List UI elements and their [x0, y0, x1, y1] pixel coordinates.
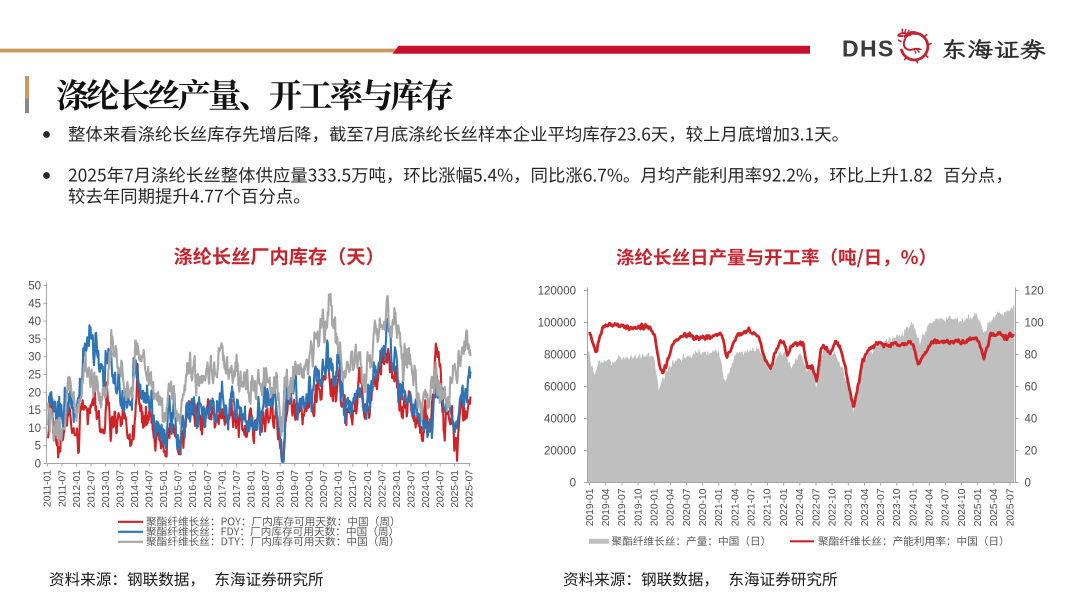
svg-text:2022-01: 2022-01 [363, 470, 374, 508]
svg-text:2012-07: 2012-07 [86, 470, 97, 508]
svg-text:2025-01: 2025-01 [450, 470, 461, 508]
svg-text:2018-07: 2018-07 [261, 470, 272, 508]
svg-text:2016-01: 2016-01 [188, 470, 199, 508]
svg-text:40000: 40000 [544, 414, 576, 426]
svg-text:2019-01: 2019-01 [276, 470, 287, 508]
svg-text:2019-07: 2019-07 [617, 488, 628, 526]
svg-text:2024-07: 2024-07 [436, 470, 447, 508]
svg-text:60: 60 [1025, 382, 1038, 394]
svg-text:2022-07: 2022-07 [811, 488, 822, 526]
svg-text:2012-01: 2012-01 [72, 470, 83, 508]
svg-text:2013-01: 2013-01 [101, 470, 112, 508]
svg-text:2021-04: 2021-04 [730, 488, 741, 526]
svg-text:2021-07: 2021-07 [348, 470, 359, 508]
svg-text:2017-07: 2017-07 [232, 470, 243, 508]
svg-text:2015-01: 2015-01 [159, 470, 170, 508]
svg-text:2023-10: 2023-10 [892, 488, 903, 526]
svg-text:40: 40 [28, 316, 41, 328]
svg-text:100000: 100000 [538, 318, 576, 330]
svg-text:2020-07: 2020-07 [319, 470, 330, 508]
svg-text:2017-01: 2017-01 [217, 470, 228, 508]
svg-text:2020-07: 2020-07 [682, 488, 693, 526]
svg-text:2024-04: 2024-04 [925, 488, 936, 526]
svg-text:2024-01: 2024-01 [908, 488, 919, 526]
svg-text:2014-07: 2014-07 [145, 470, 156, 508]
svg-text:2016-07: 2016-07 [203, 470, 214, 508]
svg-text:2025-07: 2025-07 [1005, 488, 1016, 526]
svg-text:120: 120 [1025, 286, 1044, 298]
svg-text:0: 0 [35, 459, 41, 471]
svg-text:2025-07: 2025-07 [465, 470, 476, 508]
svg-text:2020-01: 2020-01 [650, 488, 661, 526]
svg-text:0: 0 [570, 478, 576, 490]
svg-text:20000: 20000 [544, 446, 576, 458]
svg-text:2020-04: 2020-04 [666, 488, 677, 526]
svg-text:5: 5 [35, 441, 41, 453]
svg-text:2022-01: 2022-01 [779, 488, 790, 526]
svg-text:0: 0 [1025, 478, 1031, 490]
svg-text:2021-01: 2021-01 [334, 470, 345, 508]
svg-text:10: 10 [28, 423, 41, 435]
svg-text:35: 35 [28, 334, 41, 346]
svg-text:2024-07: 2024-07 [941, 488, 952, 526]
svg-text:80: 80 [1025, 350, 1038, 362]
svg-text:40: 40 [1025, 414, 1038, 426]
svg-text:2013-07: 2013-07 [116, 470, 127, 508]
svg-text:2011-01: 2011-01 [43, 470, 54, 507]
svg-text:2023-01: 2023-01 [392, 470, 403, 508]
svg-text:2021-07: 2021-07 [747, 488, 758, 526]
svg-text:120000: 120000 [538, 286, 576, 298]
svg-text:2025-01: 2025-01 [973, 488, 984, 526]
svg-text:2020-10: 2020-10 [698, 488, 709, 526]
svg-text:DHS: DHS [842, 36, 895, 62]
svg-text:45: 45 [28, 298, 41, 310]
svg-text:30: 30 [28, 352, 41, 364]
svg-text:2019-01: 2019-01 [585, 488, 596, 526]
svg-text:2019-04: 2019-04 [601, 488, 612, 526]
svg-text:2023-07: 2023-07 [876, 488, 887, 526]
svg-text:80000: 80000 [544, 350, 576, 362]
svg-text:2019-10: 2019-10 [633, 488, 644, 526]
svg-text:2021-01: 2021-01 [714, 488, 725, 526]
svg-text:2018-01: 2018-01 [246, 470, 257, 508]
svg-text:2025-04: 2025-04 [989, 488, 1000, 526]
svg-text:2021-10: 2021-10 [763, 488, 774, 526]
svg-text:20: 20 [28, 387, 41, 399]
svg-text:2024-01: 2024-01 [421, 470, 432, 508]
svg-text:25: 25 [28, 370, 41, 382]
svg-text:2011-07: 2011-07 [57, 470, 68, 507]
svg-text:2022-07: 2022-07 [377, 470, 388, 508]
svg-text:2023-07: 2023-07 [406, 470, 417, 508]
svg-text:2022-04: 2022-04 [795, 488, 806, 526]
svg-text:15: 15 [28, 405, 41, 417]
svg-text:100: 100 [1025, 318, 1044, 330]
svg-text:2023-04: 2023-04 [860, 488, 871, 526]
svg-text:2024-10: 2024-10 [957, 488, 968, 526]
svg-text:20: 20 [1025, 446, 1038, 458]
svg-text:2014-01: 2014-01 [130, 470, 141, 508]
svg-text:60000: 60000 [544, 382, 576, 394]
svg-text:2020-01: 2020-01 [305, 470, 316, 508]
svg-text:2023-01: 2023-01 [844, 488, 855, 526]
svg-text:50: 50 [28, 281, 41, 293]
svg-text:2015-07: 2015-07 [174, 470, 185, 508]
svg-text:2019-07: 2019-07 [290, 470, 301, 508]
svg-text:2022-10: 2022-10 [827, 488, 838, 526]
